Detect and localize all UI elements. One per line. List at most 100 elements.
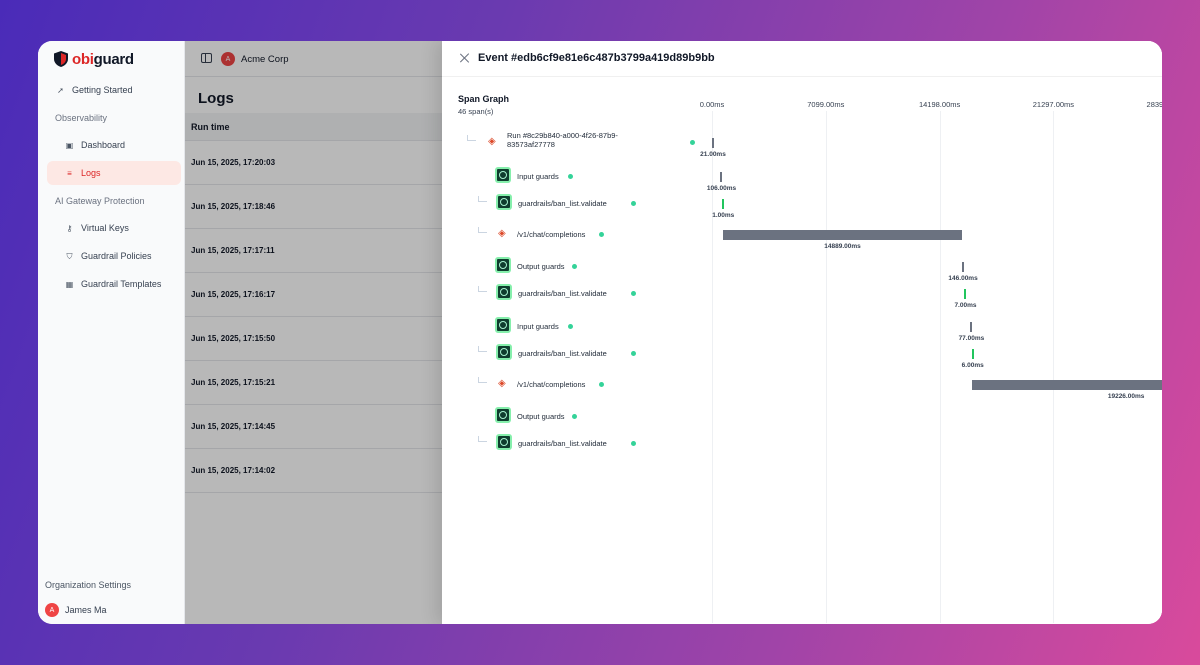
section-ai-gateway: AI Gateway Protection: [55, 196, 145, 206]
key-icon: ⚷: [66, 223, 73, 233]
span-duration-label: 146.00ms: [948, 275, 978, 282]
guard-icon-inner: [499, 171, 507, 179]
section-observability: Observability: [55, 113, 108, 123]
guard-icon: [496, 434, 512, 450]
guard-icon-inner: [499, 411, 507, 419]
span-label[interactable]: guardrails/ban_list.validate: [518, 439, 607, 448]
nav-label: Guardrail Policies: [81, 251, 152, 261]
span-label-line: /v1/chat/completions: [517, 380, 586, 389]
tree-connector: [478, 196, 487, 202]
sidebar: obiguard ➚ Getting Started Observability…: [38, 41, 185, 624]
run-time-cell: Jun 15, 2025, 17:18:46: [191, 202, 276, 211]
span-duration-label: 106.00ms: [706, 185, 737, 192]
span-bar[interactable]: [962, 262, 965, 272]
span-duration-label: 19226.00ms: [1107, 393, 1145, 400]
close-icon[interactable]: [459, 52, 471, 64]
span-label[interactable]: guardrails/ban_list.validate: [518, 199, 607, 208]
nav-guardrail-policies[interactable]: ⛉ Guardrail Policies: [47, 244, 181, 268]
span-graph-title: Span Graph: [458, 94, 510, 104]
span-duration-label: 21.00ms: [700, 151, 726, 158]
span-duration-label: 6.00ms: [961, 362, 984, 369]
guard-icon: [496, 194, 512, 210]
tree-connector: [478, 346, 487, 352]
app-window: obiguard ➚ Getting Started Observability…: [38, 41, 1162, 624]
span-bar[interactable]: [723, 230, 962, 240]
guard-icon-inner: [499, 321, 507, 329]
user-name: James Ma: [65, 605, 107, 615]
guard-icon-inner: [499, 261, 507, 269]
nav-label: Guardrail Templates: [81, 279, 162, 289]
avatar: A: [45, 603, 59, 617]
span-bar[interactable]: [712, 138, 714, 148]
template-icon: ▦: [65, 279, 74, 289]
nav-label: Dashboard: [81, 140, 126, 150]
guard-icon-inner: [500, 348, 508, 356]
span-bar[interactable]: [722, 199, 725, 209]
shield-logo-icon: [54, 51, 68, 67]
status-dot: [567, 174, 573, 179]
guard-icon: [495, 407, 511, 423]
span-label[interactable]: Input guards: [517, 322, 559, 331]
tree-connector: [478, 286, 487, 292]
span-duration-label: 77.00ms: [958, 335, 985, 342]
status-dot: [599, 382, 604, 387]
guard-icon: [495, 317, 511, 333]
user-menu[interactable]: A James Ma: [45, 603, 107, 617]
tree-connector: [467, 135, 476, 141]
page-title: Logs: [198, 90, 234, 107]
timeline-tick-label: 14198.00ms: [918, 100, 961, 109]
span-label[interactable]: guardrails/ban_list.validate: [518, 289, 607, 298]
logo[interactable]: obiguard: [53, 50, 134, 68]
rocket-icon: ➚: [57, 85, 64, 95]
span-count: 46 span(s): [458, 107, 494, 116]
span-label[interactable]: /v1/chat/completions: [517, 380, 585, 389]
nav-label: Getting Started: [72, 85, 133, 95]
span-bar[interactable]: [720, 172, 723, 182]
span-duration-label: 1.00ms: [712, 212, 735, 219]
span-label[interactable]: guardrails/ban_list.validate: [518, 349, 607, 358]
run-time-cell: Jun 15, 2025, 17:14:45: [191, 422, 276, 431]
guard-icon: [495, 257, 511, 273]
nav-label: Logs: [81, 168, 101, 178]
nav-getting-started[interactable]: ➚ Getting Started: [47, 78, 181, 102]
span-label[interactable]: Output guards: [517, 412, 565, 421]
org-settings-link[interactable]: Organization Settings: [45, 580, 132, 590]
span-label-line: Input guards: [517, 322, 559, 331]
nav-logs[interactable]: ≡ Logs: [47, 161, 181, 185]
sidebar-toggle-icon[interactable]: [201, 53, 212, 63]
tree-connector: [478, 436, 487, 442]
timeline-gridline: [712, 111, 713, 623]
status-dot: [571, 264, 577, 269]
span-label[interactable]: Output guards: [517, 262, 565, 271]
nav-label: Virtual Keys: [81, 223, 129, 233]
span-label-line: 83573af27778: [507, 140, 555, 149]
org-switcher[interactable]: A Acme Corp: [221, 52, 289, 66]
status-dot: [690, 140, 695, 145]
guard-icon-inner: [500, 288, 508, 296]
span-bar[interactable]: [972, 380, 1162, 390]
span-label[interactable]: /v1/chat/completions: [517, 230, 585, 239]
nav-virtual-keys[interactable]: ⚷ Virtual Keys: [47, 216, 181, 240]
guard-icon: [496, 344, 512, 360]
span-bar[interactable]: [964, 289, 967, 299]
span-label[interactable]: Run #8c29b840-a000-4f26-87b9- 83573af2777…: [507, 131, 618, 149]
run-time-cell: Jun 15, 2025, 17:16:17: [191, 290, 276, 299]
tree-connector: [478, 227, 487, 233]
dashboard-icon: ▣: [65, 140, 74, 150]
span-label[interactable]: Input guards: [517, 172, 559, 181]
run-time-cell: Jun 15, 2025, 17:15:50: [191, 334, 276, 343]
span-bar[interactable]: [971, 349, 974, 359]
nav-guardrail-templates[interactable]: ▦ Guardrail Templates: [47, 272, 181, 296]
status-dot: [631, 441, 637, 446]
run-time-cell: Jun 15, 2025, 17:17:11: [191, 246, 275, 255]
drawer-title: Event #edb6cf9e81e6c487b3799a419d89b9bb: [478, 52, 715, 64]
status-dot: [631, 291, 637, 296]
tree-connector: [478, 377, 487, 383]
span-label-line: Output guards: [517, 412, 565, 421]
span-bar[interactable]: [970, 322, 973, 332]
org-avatar: A: [221, 52, 235, 66]
nav-dashboard[interactable]: ▣ Dashboard: [47, 133, 181, 157]
guard-icon-inner: [500, 198, 508, 206]
drawer-header: Event #edb6cf9e81e6c487b3799a419d89b9bb: [442, 41, 1162, 77]
span-duration-label: 14889.00ms: [824, 243, 861, 250]
